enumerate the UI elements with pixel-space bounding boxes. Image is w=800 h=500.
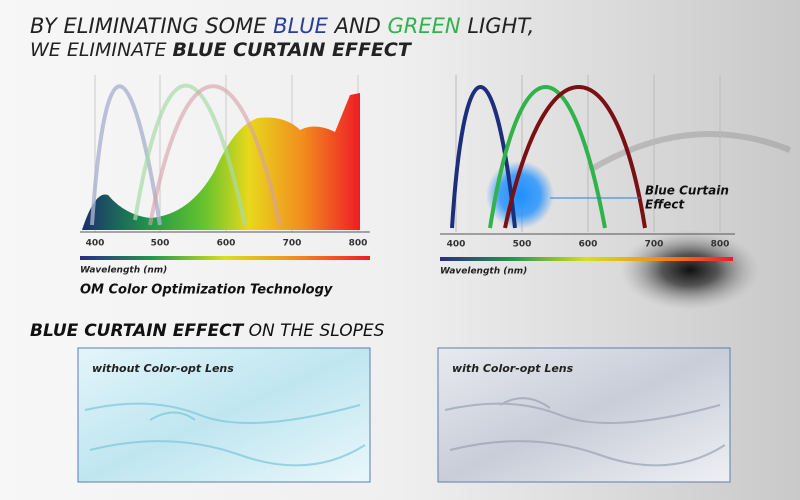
color-bar	[440, 257, 733, 261]
axis-label: Wavelength (nm)	[80, 266, 167, 276]
tick-label: 600	[579, 240, 598, 250]
tick-label: 400	[86, 239, 105, 249]
tick-label: 700	[645, 240, 664, 250]
caption: without Color-opt Lens	[92, 362, 234, 375]
text: BY ELIMINATING SOME	[30, 14, 273, 38]
tick-label: 500	[513, 240, 532, 250]
tick-label: 400	[447, 240, 466, 250]
caption: OM Color Optimization Technology	[80, 283, 333, 298]
text: BLUE CURTAIN EFFECT	[173, 39, 413, 61]
curve	[488, 85, 607, 229]
tick-label: 800	[711, 240, 730, 250]
text: AND	[328, 14, 388, 38]
headline: WE ELIMINATE BLUE CURTAIN EFFECT	[30, 39, 413, 61]
headline: BY ELIMINATING SOME BLUE AND GREEN LIGHT…	[30, 14, 534, 38]
image: with Color-opt Lens	[437, 347, 731, 483]
text: WE ELIMINATE	[30, 39, 173, 61]
text: GREEN	[388, 14, 461, 38]
tick-label: 800	[349, 239, 368, 249]
tick-label: 600	[217, 239, 236, 249]
axis-label: Wavelength (nm)	[440, 267, 527, 277]
brow	[588, 131, 792, 173]
color-bar	[80, 256, 370, 260]
glow	[486, 161, 554, 229]
curve	[450, 85, 517, 229]
text: BLUE CURTAIN EFFECT	[30, 321, 245, 341]
text: ON THE SLOPES	[243, 321, 384, 341]
tick-label: 500	[151, 239, 170, 249]
curve	[148, 84, 282, 226]
annotation: Effect	[645, 198, 685, 212]
spectrum	[82, 93, 360, 230]
section-title: BLUE CURTAIN EFFECT ON THE SLOPES	[30, 321, 385, 341]
curve	[133, 83, 247, 226]
text: LIGHT,	[461, 14, 535, 38]
tick-label: 700	[283, 239, 302, 249]
image: without Color-opt Lens	[77, 347, 371, 483]
caption: with Color-opt Lens	[452, 362, 574, 375]
eye	[620, 230, 760, 310]
annotation: Blue Curtain	[645, 184, 729, 198]
text: BLUE	[273, 14, 328, 38]
curve	[503, 85, 647, 229]
